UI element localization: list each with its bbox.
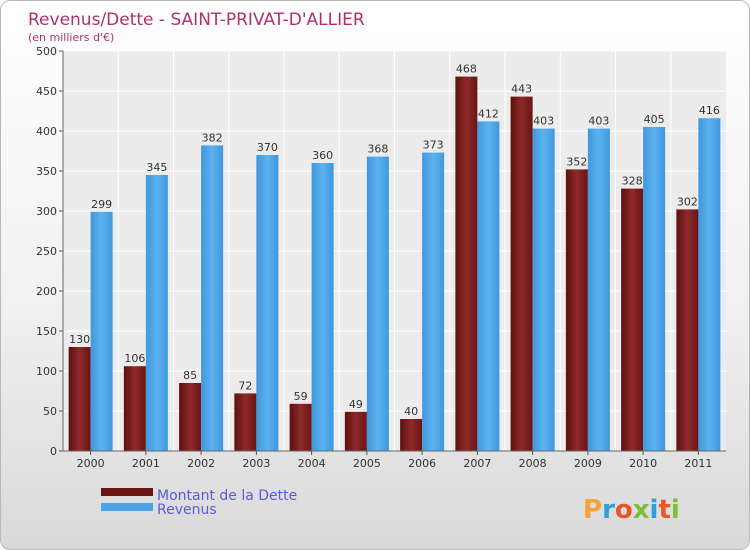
grid-layer	[63, 50, 726, 451]
bar-revenus	[698, 118, 721, 451]
bar-debt	[621, 188, 644, 451]
chart-title: Revenus/Dette - SAINT-PRIVAT-D'ALLIER	[28, 10, 365, 30]
data-label-revenus: 299	[91, 198, 112, 211]
data-label-debt: 72	[238, 379, 252, 392]
data-label-revenus: 382	[202, 131, 223, 144]
bar-revenus	[311, 163, 334, 451]
data-label-revenus: 403	[588, 115, 609, 128]
data-label-debt: 352	[566, 155, 587, 168]
data-label-revenus: 345	[146, 161, 167, 174]
bar-revenus	[256, 155, 279, 451]
y-tick-label: 300	[36, 205, 57, 218]
x-tick-label: 2006	[408, 457, 436, 470]
y-tick-label: 450	[36, 85, 57, 98]
bar-debt	[234, 393, 257, 451]
bar-debt	[68, 347, 91, 451]
axis-layer: 0 50 100 150 200 250 300 350 400 450 500 2000 2001 20…	[36, 45, 726, 470]
data-label-revenus: 368	[367, 143, 388, 156]
legend: Montant de la Dette Revenus	[101, 488, 297, 518]
legend-label-revenus: Revenus	[157, 502, 217, 518]
logo-letter: i	[671, 495, 680, 525]
data-label-revenus: 360	[312, 149, 333, 162]
bars-layer	[68, 76, 721, 452]
y-tick-label: 150	[36, 325, 57, 338]
data-label-debt: 443	[511, 83, 532, 96]
logo-text: Proxiti	[583, 495, 680, 525]
data-label-revenus: 405	[644, 113, 665, 126]
y-tick-label: 0	[50, 445, 57, 458]
bar-revenus	[532, 128, 555, 451]
bar-revenus	[145, 175, 168, 451]
legend-swatch-debt	[101, 488, 153, 496]
data-label-revenus: 370	[257, 141, 278, 154]
logo-letter: i	[650, 495, 659, 525]
bar-debt	[289, 403, 312, 451]
data-label-revenus: 412	[478, 107, 499, 120]
y-tick-label: 400	[36, 125, 57, 138]
x-tick-label: 2002	[187, 457, 215, 470]
bar-debt	[344, 411, 367, 451]
data-label-revenus: 416	[699, 104, 720, 117]
bar-revenus	[90, 211, 113, 451]
y-tick-label: 200	[36, 285, 57, 298]
legend-swatch-revenus	[101, 503, 153, 511]
data-label-debt: 85	[183, 369, 197, 382]
y-tick-label: 350	[36, 165, 57, 178]
data-label-debt: 468	[456, 63, 477, 76]
bar-debt	[676, 209, 699, 451]
bar-revenus	[422, 152, 445, 451]
bar-revenus	[643, 127, 666, 451]
x-tick-label: 2001	[132, 457, 160, 470]
bar-debt	[179, 383, 202, 451]
legend-label-debt: Montant de la Dette	[157, 488, 297, 504]
logo-letter: o	[615, 495, 633, 525]
x-tick-label: 2000	[77, 457, 105, 470]
data-label-debt: 49	[349, 398, 363, 411]
bar-revenus	[366, 156, 389, 451]
y-tick-label: 250	[36, 245, 57, 258]
y-tick-label: 500	[36, 45, 57, 58]
bar-revenus	[201, 145, 224, 451]
x-tick-label: 2005	[353, 457, 381, 470]
data-label-debt: 328	[622, 175, 643, 188]
bar-revenus	[477, 121, 500, 452]
x-tick-label: 2007	[463, 457, 491, 470]
bar-debt	[510, 96, 533, 451]
bar-debt	[400, 419, 423, 451]
data-label-debt: 130	[69, 333, 90, 346]
x-tick-label: 2003	[242, 457, 270, 470]
logo-letter: x	[633, 495, 650, 525]
y-tick-label: 50	[43, 405, 57, 418]
data-label-revenus: 373	[423, 139, 444, 152]
bar-revenus	[587, 128, 610, 451]
chart-subtitle: (en milliers d'€)	[28, 31, 114, 44]
data-label-debt: 106	[124, 352, 145, 365]
x-tick-label: 2010	[629, 457, 657, 470]
logo-letter: P	[583, 495, 602, 525]
x-tick-label: 2011	[684, 457, 712, 470]
x-tick-label: 2008	[519, 457, 547, 470]
x-tick-label: 2004	[298, 457, 326, 470]
logo-letter: r	[602, 495, 615, 525]
data-label-debt: 40	[404, 405, 418, 418]
data-label-debt: 59	[294, 390, 308, 403]
proxiti-logo: Proxiti	[583, 495, 680, 525]
y-tick-label: 100	[36, 365, 57, 378]
labels-layer: 130 299 106 345 85 382 72 370 59 360 49 368 40 373 468…	[69, 63, 720, 418]
data-label-debt: 302	[677, 195, 698, 208]
bar-debt	[123, 366, 146, 451]
bar-debt	[565, 169, 588, 451]
data-label-revenus: 403	[533, 115, 554, 128]
logo-letter: t	[658, 495, 670, 525]
x-tick-label: 2009	[574, 457, 602, 470]
bar-debt	[455, 76, 478, 451]
